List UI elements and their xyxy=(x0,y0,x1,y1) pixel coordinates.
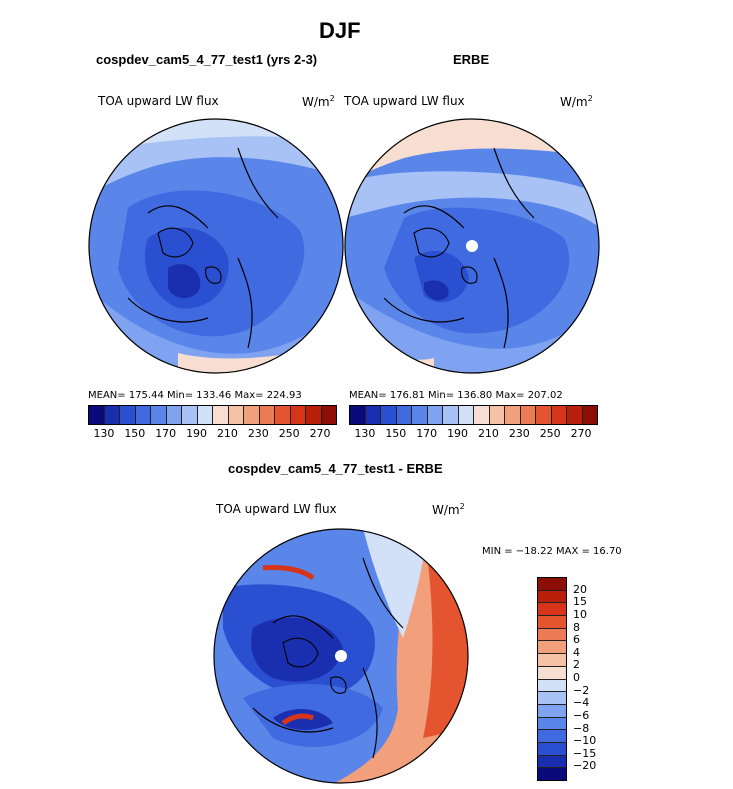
right-colorbar-swatch xyxy=(519,406,535,424)
right-colorbar-tick-label: 130 xyxy=(354,427,376,440)
difference-colorbar-swatch xyxy=(538,679,566,693)
left-colorbar-tick-label: 230 xyxy=(247,427,269,440)
left-colorbar-tick-label: 170 xyxy=(155,427,177,440)
right-colorbar-swatch xyxy=(581,406,597,424)
left-colorbar-swatch xyxy=(289,406,305,424)
left-colorbar xyxy=(88,405,337,425)
left-polar-map xyxy=(88,118,344,374)
left-colorbar-swatch xyxy=(196,406,212,424)
left-units-label: W/m2 xyxy=(302,94,335,109)
left-colorbar-swatch xyxy=(305,406,321,424)
difference-colorbar-tick-label: 15 xyxy=(573,595,587,609)
difference-colorbar-swatch xyxy=(538,616,566,629)
difference-colorbar-tick-label: 6 xyxy=(573,633,580,647)
difference-colorbar-swatch xyxy=(538,603,566,617)
right-colorbar-tick-label: 150 xyxy=(385,427,407,440)
bottom-field-label: TOA upward LW flux xyxy=(216,502,337,516)
right-colorbar-swatch xyxy=(350,406,365,424)
right-colorbar-tick-label: 190 xyxy=(447,427,469,440)
difference-colorbar-swatch xyxy=(538,692,566,705)
difference-colorbar-tick-label: 20 xyxy=(573,582,587,596)
difference-colorbar-swatch xyxy=(538,666,566,680)
difference-colorbar-tick-label: 0 xyxy=(573,671,580,684)
difference-colorbar-tick-label: 8 xyxy=(573,620,580,634)
left-colorbar-swatch xyxy=(258,406,274,424)
right-colorbar-tick-label: 210 xyxy=(477,427,499,440)
difference-colorbar-tick-label: −10 xyxy=(573,734,597,748)
left-colorbar-tick-label: 210 xyxy=(216,427,238,440)
left-panel-subtitle: cospdev_cam5_4_77_test1 (yrs 2-3) xyxy=(96,52,318,67)
difference-colorbar-tick-label: −20 xyxy=(573,759,597,773)
left-colorbar-swatch xyxy=(243,406,259,424)
right-colorbar-swatch xyxy=(426,406,442,424)
left-colorbar-swatch xyxy=(212,406,228,424)
left-colorbar-swatch xyxy=(119,406,135,424)
right-colorbar-swatch xyxy=(442,406,458,424)
right-colorbar-swatch xyxy=(364,406,380,424)
difference-colorbar-swatch xyxy=(538,654,566,667)
bottom-units-label: W/m2 xyxy=(432,502,465,517)
left-colorbar-swatch xyxy=(320,406,336,424)
difference-colorbar-tick-label: 4 xyxy=(573,645,580,659)
left-colorbar-swatch xyxy=(181,406,197,424)
right-colorbar-swatch xyxy=(380,406,396,424)
difference-colorbar-swatch xyxy=(538,730,566,743)
left-colorbar-tick-label: 270 xyxy=(309,427,331,440)
page-title: DJF xyxy=(319,18,361,43)
bottom-panel-subtitle: cospdev_cam5_4_77_test1 - ERBE xyxy=(228,461,443,476)
right-colorbar-swatch xyxy=(535,406,551,424)
difference-colorbar-swatch xyxy=(538,768,566,780)
right-colorbar-tick-label: 250 xyxy=(539,427,561,440)
right-colorbar xyxy=(349,405,598,425)
difference-colorbar-tick-label: −8 xyxy=(573,721,590,735)
left-colorbar-swatch xyxy=(134,406,150,424)
difference-colorbar-swatch xyxy=(538,641,566,655)
right-colorbar-tick-label: 270 xyxy=(570,427,592,440)
right-colorbar-tick-label: 230 xyxy=(508,427,530,440)
left-colorbar-swatch xyxy=(274,406,290,424)
left-colorbar-swatch xyxy=(150,406,166,424)
bottom-stats: MIN = −18.22 MAX = 16.70 xyxy=(482,546,622,557)
difference-colorbar-swatch xyxy=(538,755,566,769)
difference-colorbar-swatch xyxy=(538,578,566,591)
right-colorbar-swatch xyxy=(473,406,489,424)
left-colorbar-swatch xyxy=(103,406,119,424)
difference-colorbar xyxy=(537,577,567,781)
left-stats: MEAN= 175.44 Min= 133.46 Max= 224.93 xyxy=(88,390,302,401)
right-colorbar-swatch xyxy=(504,406,520,424)
difference-colorbar-tick-label: −6 xyxy=(573,708,590,722)
right-colorbar-swatch xyxy=(411,406,427,424)
left-colorbar-tick-label: 130 xyxy=(93,427,115,440)
right-units-label: W/m2 xyxy=(560,94,593,109)
left-colorbar-swatch xyxy=(227,406,243,424)
difference-colorbar-tick-label: 2 xyxy=(573,658,580,672)
right-colorbar-swatch xyxy=(457,406,473,424)
right-panel-subtitle: ERBE xyxy=(453,52,490,67)
difference-colorbar-swatch xyxy=(538,742,566,756)
right-polar-map xyxy=(344,118,600,374)
left-colorbar-tick-label: 190 xyxy=(186,427,208,440)
right-colorbar-swatch xyxy=(395,406,411,424)
left-field-label: TOA upward LW flux xyxy=(98,94,219,108)
difference-colorbar-tick-label: −2 xyxy=(573,683,590,697)
difference-colorbar-tick-label: 10 xyxy=(573,607,587,621)
difference-colorbar-swatch xyxy=(538,628,566,642)
difference-colorbar-swatch xyxy=(538,717,566,731)
right-colorbar-swatch xyxy=(488,406,504,424)
difference-colorbar-swatch xyxy=(538,704,566,718)
left-colorbar-tick-label: 250 xyxy=(278,427,300,440)
right-colorbar-swatch xyxy=(566,406,582,424)
difference-colorbar-swatch xyxy=(538,590,566,604)
right-colorbar-tick-label: 170 xyxy=(416,427,438,440)
difference-colorbar-tick-label: −4 xyxy=(573,696,590,710)
right-field-label: TOA upward LW flux xyxy=(344,94,465,108)
right-colorbar-swatch xyxy=(550,406,566,424)
difference-colorbar-tick-label: −15 xyxy=(573,746,597,760)
left-colorbar-swatch xyxy=(89,406,104,424)
right-stats: MEAN= 176.81 Min= 136.80 Max= 207.02 xyxy=(349,390,563,401)
left-colorbar-swatch xyxy=(165,406,181,424)
left-colorbar-tick-label: 150 xyxy=(124,427,146,440)
difference-polar-map xyxy=(213,528,469,784)
